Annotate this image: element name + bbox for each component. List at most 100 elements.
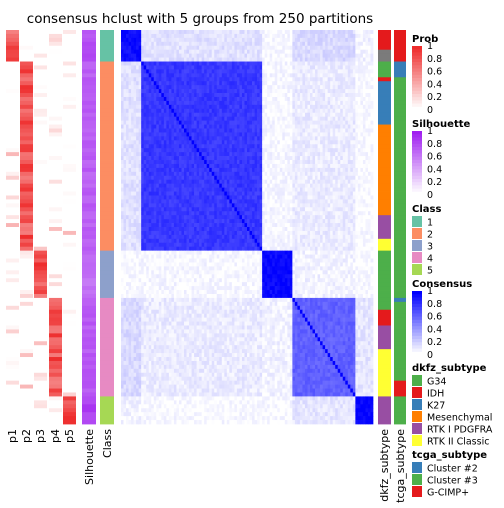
consensus-cell xyxy=(181,33,185,39)
consensus-cell xyxy=(234,33,238,39)
consensus-cell xyxy=(156,160,160,165)
consensus-cell xyxy=(141,93,145,98)
consensus-cell xyxy=(244,175,248,181)
consensus-cell xyxy=(234,195,238,200)
consensus-cell xyxy=(131,183,134,188)
consensus-cell xyxy=(252,81,255,86)
consensus-cell xyxy=(186,65,190,70)
consensus-cell xyxy=(158,152,162,157)
consensus-cell xyxy=(141,128,145,133)
consensus-cell xyxy=(138,120,142,125)
consensus-cell xyxy=(360,191,364,196)
consensus-cell xyxy=(196,30,200,35)
consensus-cell xyxy=(277,195,281,200)
consensus-cell xyxy=(194,124,197,129)
consensus-cell xyxy=(357,77,361,82)
consensus-cell xyxy=(315,61,318,66)
consensus-cell xyxy=(320,81,323,86)
consensus-cell xyxy=(191,132,195,137)
consensus-cell xyxy=(360,128,364,133)
class-cell xyxy=(100,266,114,271)
consensus-cell xyxy=(292,160,296,165)
consensus-cell xyxy=(226,116,230,121)
consensus-cell xyxy=(272,85,276,90)
consensus-cell xyxy=(216,167,220,173)
consensus-cell xyxy=(355,73,359,78)
consensus-cell xyxy=(176,41,180,47)
consensus-cell xyxy=(294,148,298,153)
consensus-cell xyxy=(357,136,361,141)
consensus-cell xyxy=(219,89,223,94)
consensus-cell xyxy=(370,37,374,43)
consensus-cell xyxy=(342,175,346,181)
consensus-cell xyxy=(189,65,192,70)
consensus-cell xyxy=(272,116,276,121)
prob-cell-p4 xyxy=(49,167,62,173)
prob-cell-p3 xyxy=(34,309,47,315)
consensus-cell xyxy=(327,128,331,133)
consensus-cell xyxy=(204,100,208,106)
consensus-cell xyxy=(340,85,344,90)
consensus-cell xyxy=(362,33,366,39)
consensus-cell xyxy=(231,144,235,149)
consensus-cell xyxy=(178,179,182,185)
consensus-cell xyxy=(297,195,301,200)
consensus-cell xyxy=(133,96,137,102)
consensus-cell xyxy=(236,53,240,58)
consensus-cell xyxy=(299,41,303,47)
consensus-cell xyxy=(302,124,306,129)
consensus-cell xyxy=(370,45,374,51)
consensus-cell xyxy=(148,156,152,161)
class-cell xyxy=(100,364,114,370)
consensus-cell xyxy=(355,81,359,86)
prob-cell-p4 xyxy=(49,108,62,114)
consensus-cell xyxy=(287,120,291,125)
consensus-cell xyxy=(214,73,218,78)
consensus-cell xyxy=(221,132,225,137)
consensus-cell xyxy=(163,160,167,165)
consensus-cell xyxy=(340,124,344,129)
consensus-cell xyxy=(340,195,344,200)
prob-cell-p4 xyxy=(49,372,62,378)
consensus-cell xyxy=(294,49,298,54)
consensus-cell xyxy=(236,37,240,43)
consensus-cell xyxy=(320,57,323,62)
consensus-cell xyxy=(327,124,331,129)
consensus-cell xyxy=(277,175,281,181)
consensus-cell xyxy=(236,96,240,102)
consensus-cell xyxy=(146,160,150,165)
consensus-cell xyxy=(284,179,288,185)
consensus-cell xyxy=(201,195,205,200)
consensus-cell xyxy=(178,195,182,200)
consensus-cell xyxy=(279,124,283,129)
consensus-cell xyxy=(332,89,336,94)
consensus-cell xyxy=(236,148,240,153)
consensus-cell xyxy=(347,144,351,149)
consensus-cell xyxy=(181,93,185,98)
consensus-cell xyxy=(148,140,152,145)
consensus-cell xyxy=(317,100,321,106)
consensus-cell xyxy=(292,89,296,94)
consensus-cell xyxy=(360,175,364,181)
consensus-cell xyxy=(166,191,170,196)
consensus-cell xyxy=(307,120,311,125)
consensus-cell xyxy=(247,128,250,133)
consensus-cell xyxy=(252,53,255,58)
consensus-cell xyxy=(347,171,351,177)
consensus-cell xyxy=(310,156,313,161)
consensus-cell xyxy=(327,53,331,58)
consensus-cell xyxy=(365,163,369,169)
consensus-cell xyxy=(249,33,253,39)
class-cell xyxy=(100,116,114,122)
consensus-cell xyxy=(229,100,233,106)
consensus-cell xyxy=(332,77,336,82)
consensus-cell xyxy=(206,89,210,94)
consensus-cell xyxy=(325,112,328,118)
consensus-cell xyxy=(332,96,336,102)
consensus-cell xyxy=(357,132,361,137)
consensus-cell xyxy=(249,30,253,35)
consensus-cell xyxy=(158,112,162,118)
consensus-cell xyxy=(171,132,175,137)
prob-cell-p1 xyxy=(6,140,19,145)
consensus-cell xyxy=(347,108,351,114)
